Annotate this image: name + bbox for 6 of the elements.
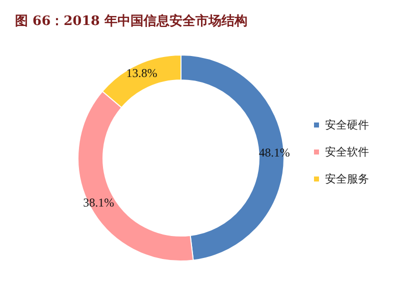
chart-title: 图 66：2018 年中国信息安全市场结构 (15, 13, 248, 29)
legend-label: 安全服务 (325, 172, 369, 186)
data-label: 13.8% (126, 66, 158, 80)
legend-label: 安全软件 (325, 146, 369, 158)
data-label: 38.1% (83, 195, 114, 210)
legend-label: 安全硬件 (325, 118, 369, 132)
